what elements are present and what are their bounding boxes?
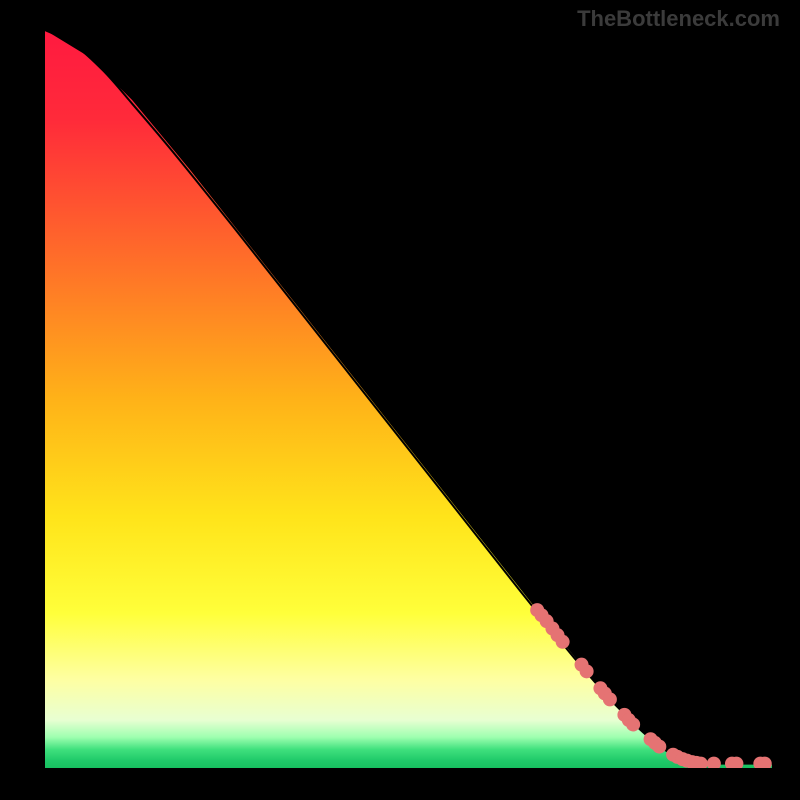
chart-plot-area <box>45 30 772 768</box>
gradient-background <box>45 30 772 768</box>
watermark-text: TheBottleneck.com <box>577 6 780 32</box>
